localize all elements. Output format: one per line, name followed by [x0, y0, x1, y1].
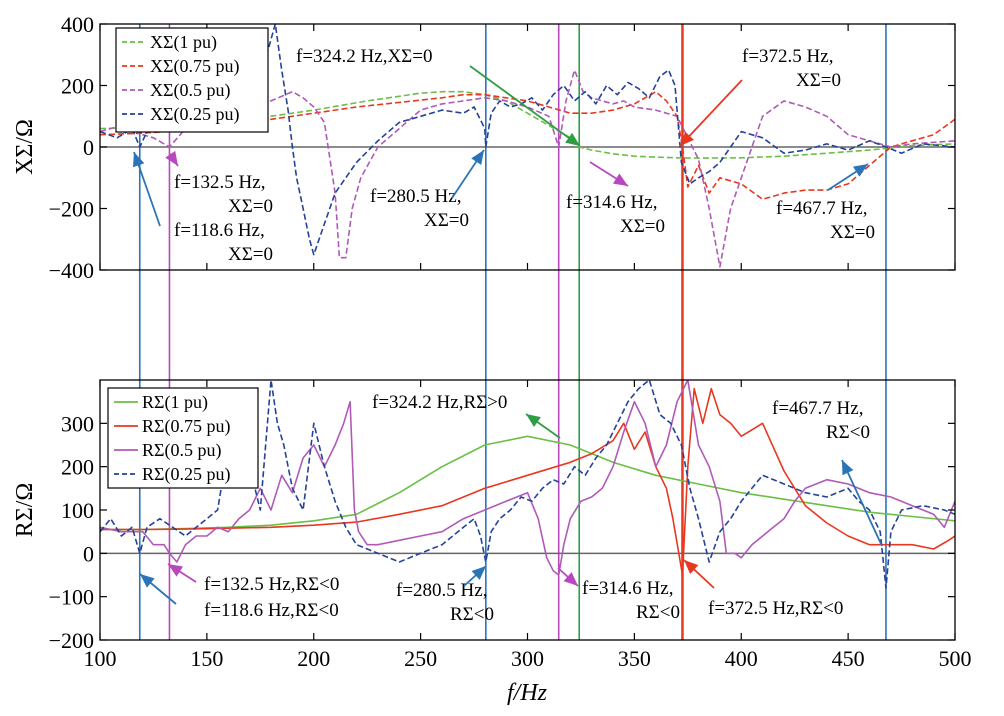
y-tick-label-x-3: 200	[61, 74, 94, 99]
annotation-x-2: f=132.5 Hz,	[174, 172, 265, 193]
arrowhead-x-6	[852, 164, 868, 177]
legend-entry-r-2: RΣ(0.5 pu)	[142, 440, 221, 461]
arrowhead-r-2	[168, 564, 184, 577]
x-tick-label-7: 450	[832, 646, 865, 671]
legend-entry-r-1: RΣ(0.75 pu)	[142, 416, 230, 437]
annotation-sub-r-4: RΣ<0	[450, 604, 494, 625]
x-tick-label-0: 100	[84, 646, 117, 671]
y-axis-label-r: RΣ/Ω	[12, 483, 38, 537]
series-line-r-2	[100, 380, 955, 576]
annotation-r-1: f=467.7 Hz,	[772, 398, 863, 419]
legend-entry-r-3: RΣ(0.25 pu)	[142, 464, 230, 485]
legend-entry-x-3: XΣ(0.25 pu)	[150, 104, 239, 125]
y-tick-label-r-2: 0	[83, 541, 94, 566]
y-tick-label-x-1: −200	[49, 197, 94, 222]
y-tick-label-r-5: 300	[61, 411, 94, 436]
annotation-sub-r-5: RΣ<0	[636, 602, 680, 623]
y-tick-label-x-4: 400	[61, 12, 94, 37]
arrowhead-r-5	[563, 572, 578, 586]
resistance-panel: −200 −100 0 100 200 300 100 150 200 250 300 350 400 4…	[12, 379, 972, 706]
legend-entry-x-0: XΣ(1 pu)	[150, 32, 217, 53]
annotation-x-1: f=372.5 Hz,	[742, 46, 833, 67]
legend-entry-x-2: XΣ(0.5 pu)	[150, 80, 230, 101]
annotation-arrow-x-0	[469, 65, 581, 147]
arrowhead-x-0	[565, 132, 580, 146]
annotation-r-2: f=132.5 Hz,RΣ<0	[204, 574, 339, 595]
annotation-r-5: f=314.6 Hz,	[582, 578, 673, 599]
annotation-sub-x-4: XΣ=0	[424, 210, 469, 231]
legend-box	[107, 387, 259, 489]
x-tick-label-1: 150	[190, 646, 223, 671]
series-line-r-1	[100, 387, 955, 576]
x-tick-label-5: 350	[618, 646, 651, 671]
annotation-x-0: f=324.2 Hz,XΣ=0	[296, 46, 432, 67]
x-tick-label-4: 300	[511, 646, 544, 671]
annotation-arrow-r-1	[841, 459, 883, 547]
reactance-panel: −400 −200 0 200 400 XΣ/Ω XΣ(1 pu) XΣ(0.75 pu) XΣ…	[12, 12, 956, 283]
annotation-sub-x-5: XΣ=0	[620, 216, 665, 237]
y-tick-label-r-3: 100	[61, 498, 94, 523]
arrowhead-x-3	[132, 152, 145, 168]
series-line-x-2	[100, 69, 955, 268]
annotation-sub-r-1: RΣ<0	[826, 422, 870, 443]
annotation-sub-x-2: XΣ=0	[228, 196, 273, 217]
arrowhead-r-4	[471, 566, 486, 580]
annotation-sub-x-3: XΣ=0	[228, 244, 273, 265]
arrowhead-x-4	[471, 150, 484, 165]
series-line-r-0	[100, 435, 955, 531]
annotation-x-5: f=314.6 Hz,	[566, 192, 657, 213]
annotation-r-4: f=280.5 Hz,	[396, 580, 487, 601]
arrowhead-x-1	[680, 131, 694, 146]
y-tick-label-r-1: −100	[49, 585, 94, 610]
arrowhead-x-5	[612, 173, 628, 186]
x-tick-label-2: 200	[297, 646, 330, 671]
arrowhead-r-1	[842, 460, 854, 476]
arrowhead-r-3	[140, 574, 155, 588]
y-tick-label-r-4: 200	[61, 455, 94, 480]
arrowhead-r-6	[684, 560, 699, 574]
arrowhead-r-0	[526, 414, 541, 427]
annotation-x-3: f=118.6 Hz,	[174, 220, 265, 241]
annotation-r-0: f=324.2 Hz,RΣ>0	[372, 392, 507, 413]
series-line-x-0	[100, 90, 955, 159]
annotation-r-3: f=118.6 Hz,RΣ<0	[204, 600, 339, 621]
y-tick-label-x-2: 0	[83, 135, 94, 160]
y-tick-label-r-0: −200	[49, 628, 94, 653]
annotation-x-6: f=467.7 Hz,	[776, 198, 867, 219]
series-line-x-1	[100, 90, 955, 201]
y-axis-label-x: XΣ/Ω	[12, 119, 38, 175]
x-tick-label-8: 500	[939, 646, 972, 671]
x-axis-label: f/Hz	[507, 680, 548, 706]
legend-entry-x-1: XΣ(0.75 pu)	[150, 56, 239, 77]
x-tick-label-6: 400	[725, 646, 758, 671]
annotation-r-6: f=372.5 Hz,RΣ<0	[708, 598, 843, 619]
y-tick-label-x-0: −400	[49, 258, 94, 283]
x-tick-label-3: 250	[404, 646, 437, 671]
annotation-sub-x-6: XΣ=0	[830, 222, 875, 243]
arrowhead-x-2	[165, 151, 178, 166]
annotation-arrow-x-1	[679, 79, 743, 147]
legend-entry-r-0: RΣ(1 pu)	[142, 392, 208, 413]
annotation-sub-x-1: XΣ=0	[796, 70, 841, 91]
annotation-x-4: f=280.5 Hz,	[370, 186, 461, 207]
